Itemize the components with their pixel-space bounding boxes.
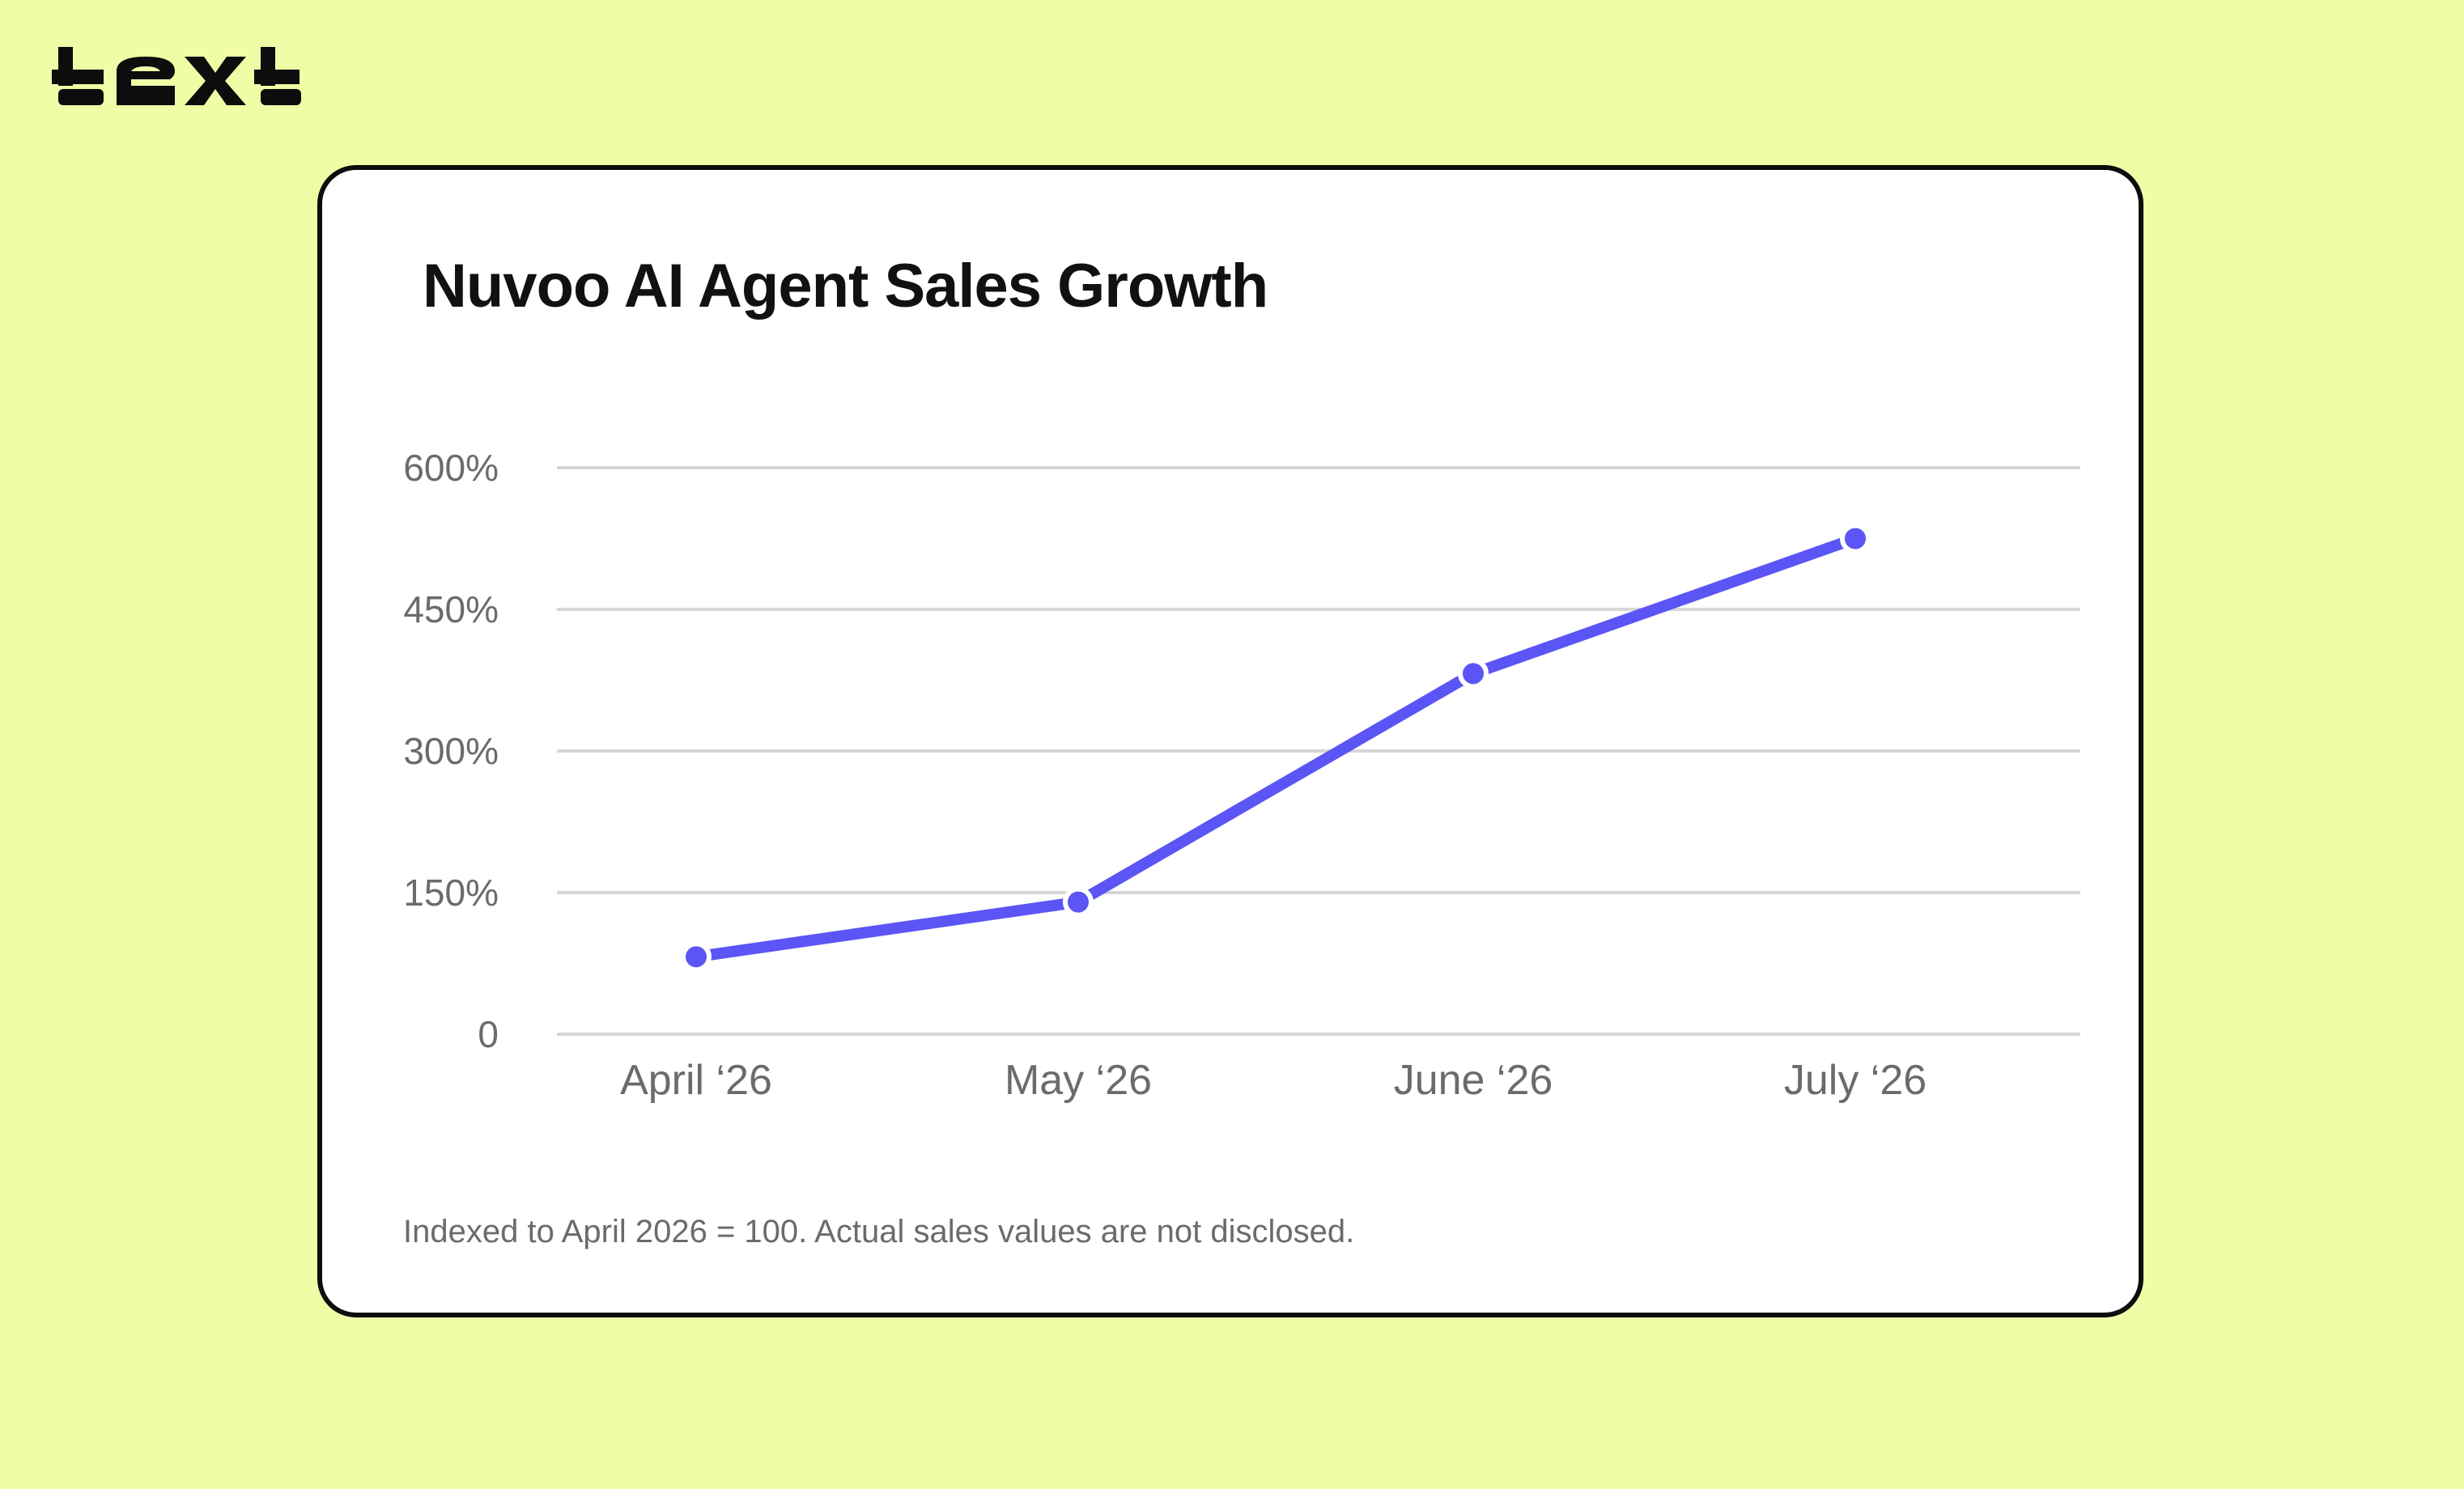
x-tick-label: May ‘26	[1005, 1057, 1152, 1104]
brand-logo	[52, 47, 301, 105]
series-line	[690, 532, 1861, 963]
x-tick-label: April ‘26	[620, 1057, 772, 1104]
x-tick-label: June ‘26	[1394, 1057, 1553, 1104]
y-tick-label: 450%	[403, 588, 499, 630]
chart-footnote: Indexed to April 2026 = 100. Actual sale…	[403, 1214, 1355, 1249]
data-point	[681, 941, 712, 973]
chart-title: Nuvoo AI Agent Sales Growth	[423, 252, 1268, 320]
y-tick-label: 300%	[403, 730, 499, 772]
x-tick-label: July ‘26	[1784, 1057, 1927, 1104]
y-tick-label: 600%	[403, 447, 499, 489]
data-point	[1458, 658, 1489, 689]
data-point	[1063, 886, 1094, 918]
y-tick-label: 0	[478, 1013, 499, 1055]
line-chart: 0 150% 300% 450% 600% April ‘26 May ‘26 June ‘2…	[403, 447, 2080, 1104]
data-point	[1840, 523, 1871, 554]
y-tick-label: 150%	[403, 872, 499, 914]
chart-card: Nuvoo AI Agent Sales Growth 0 150% 300% 450…	[317, 165, 2143, 1317]
